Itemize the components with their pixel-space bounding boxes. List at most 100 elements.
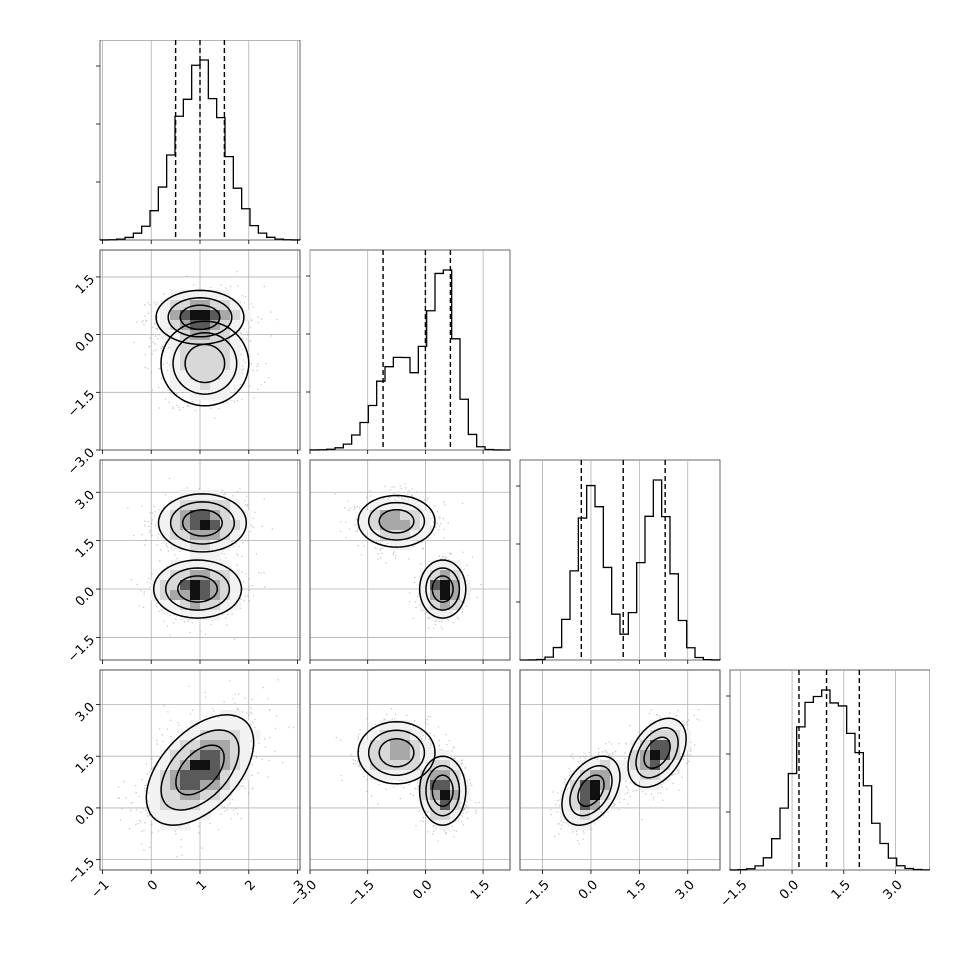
density-cell [370,530,381,541]
density-cell [210,800,221,811]
density-cell [380,520,391,531]
axes-frame [309,459,511,661]
density-cell [210,350,221,361]
density-cell [220,500,231,511]
density-cell [210,790,221,801]
axes-border [309,669,511,871]
density-cell [410,740,421,751]
density-cell [190,290,201,301]
density-cell [200,740,211,751]
density-cell [650,740,661,751]
density-cell [380,750,391,761]
density-cell [170,590,181,601]
density-cell [200,320,211,331]
density-cell [450,580,461,591]
density-cell [440,600,451,611]
density-cell [170,780,181,791]
density-cell [650,730,661,741]
density-cell [160,310,171,321]
density-cell [210,560,221,571]
density-cell [640,770,651,781]
density-cell [190,810,201,821]
density-cell [200,790,211,801]
density-cell [410,760,421,771]
density-cell [430,560,441,571]
density-cell [190,740,201,751]
density-cell [370,760,381,771]
density-cell [180,750,191,761]
density-cell [180,310,191,321]
density-cell [170,310,181,321]
density-cell [230,720,241,731]
density-cell [230,730,241,741]
histogram-step-line [519,479,721,661]
contour-line [155,289,245,345]
density-cell [230,580,241,591]
density-cell [440,590,451,601]
density-cell [210,760,221,771]
density-cell [200,720,211,731]
y-tick-label: 0.0 [73,584,98,609]
density-cell [160,510,171,521]
x-tick-label: 0.0 [777,878,802,903]
density-cell [180,380,191,391]
density-cell [230,780,241,791]
density-cell [190,380,201,391]
y-tick-label: 0.0 [73,330,98,355]
density-cell [190,340,201,351]
density-cell [180,540,191,551]
y-tick-label: 1.5 [73,272,98,297]
density-cell [160,750,171,761]
contour-line [179,304,221,331]
density-cell [370,500,381,511]
density-cell [640,730,651,741]
density-cell [210,530,221,541]
density-cell [420,750,431,761]
density-cell [390,510,401,521]
density-cell [220,780,231,791]
x-tick-label: −1 [88,878,112,902]
axes-border [309,459,511,661]
histogram-panel-0 [96,39,301,244]
density-cell [170,740,181,751]
y-tick-label: −1.5 [65,855,98,888]
density-cell [170,790,181,801]
density-cell [230,520,241,531]
density-cell [190,600,201,611]
density-cell [420,800,431,811]
density-cell [450,810,461,821]
density-cell [420,590,431,601]
density-cell [160,780,171,791]
density-cell [380,530,391,541]
density-cell [210,390,221,401]
density-cell [630,760,641,771]
density-cell [160,590,171,601]
density-cell [210,550,221,561]
density-cell [170,810,181,821]
density-cell [420,790,431,801]
density-cell [360,740,371,751]
density-cell [170,320,181,331]
density-cell [580,760,591,771]
density-cell [450,590,461,601]
density-cell [210,600,221,611]
contour-line [172,332,238,395]
density-cell [170,510,181,521]
density-cell [440,790,451,801]
density-cell [400,530,411,541]
density-cell [220,770,231,781]
density-cell [450,780,461,791]
density-cell [180,730,191,741]
density-cell [180,290,191,301]
density-cell [650,720,661,731]
density-cell [180,820,191,831]
density-cell [650,750,661,761]
y-tick-label: −1.5 [65,633,98,666]
density-cell [430,810,441,821]
density-cell [210,310,221,321]
density-cell [150,770,161,781]
x-tick-label: −1.5 [520,878,553,911]
density-cell [200,290,211,301]
density-cell [200,540,211,551]
density-cell [190,560,201,571]
